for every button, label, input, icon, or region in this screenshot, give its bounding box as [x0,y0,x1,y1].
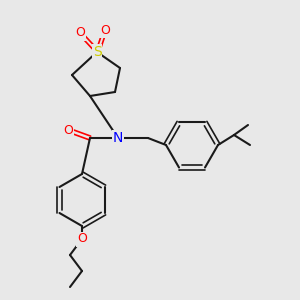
Text: O: O [75,26,85,40]
Text: O: O [63,124,73,136]
Text: O: O [100,23,110,37]
Text: N: N [113,131,123,145]
Text: S: S [93,45,101,59]
Text: O: O [77,232,87,245]
